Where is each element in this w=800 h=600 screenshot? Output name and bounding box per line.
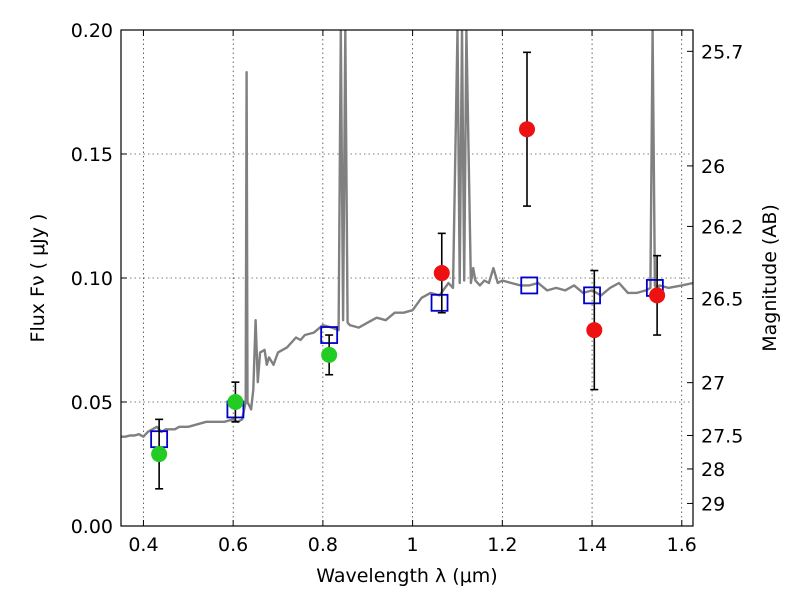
x-tick-label: 0.4	[128, 534, 158, 556]
y-tick-label: 0.10	[71, 268, 113, 290]
model-spectrum-layer	[121, 30, 693, 438]
detection-point	[519, 121, 536, 138]
detection-point	[151, 446, 168, 463]
right-tick-label: 26.2	[701, 216, 743, 238]
right-tick-label: 26	[701, 156, 725, 178]
detection-point	[586, 322, 603, 339]
y-tick-label: 0.00	[71, 516, 113, 538]
y-axis-label-right: Magnitude (AB)	[759, 204, 781, 352]
detection-point	[227, 394, 244, 410]
y-axis-label-left: Flux Fν ( μJy )	[27, 214, 49, 343]
y-tick-label: 0.05	[71, 392, 113, 414]
y-tick-label: 0.20	[71, 20, 113, 42]
detection-point	[649, 287, 666, 304]
y-tick-label: 0.15	[71, 144, 113, 166]
right-tick-label: 26.5	[701, 289, 743, 311]
detection-point	[433, 265, 450, 282]
right-tick-label: 28	[701, 459, 725, 481]
right-tick-label: 29	[701, 493, 725, 515]
model-square-point	[430, 293, 449, 312]
marks-layer	[150, 51, 666, 490]
x-tick-label: 0.6	[218, 534, 248, 556]
model-square-point	[583, 286, 601, 305]
model-spectrum-line	[121, 30, 693, 438]
x-axis-label: Wavelength λ (μm)	[316, 565, 497, 587]
right-tick-label: 25.7	[701, 41, 743, 63]
grid	[121, 29, 693, 527]
x-tick-label: 1.4	[577, 534, 607, 556]
x-tick-label: 0.8	[308, 534, 338, 556]
right-tick-label: 27	[701, 373, 725, 395]
x-tick-label: 1.2	[487, 534, 517, 556]
detection-point	[321, 346, 338, 363]
x-tick-label: 1.6	[667, 534, 697, 556]
x-tick-label: 1	[407, 534, 419, 556]
right-tick-label: 27.5	[701, 425, 743, 447]
model-square-point	[520, 276, 539, 295]
ticks-layer: 0.4 0.6 0.8 1 1.2 1.4 1.6 0.00 0.05 0.10 0.15 0.20 2…	[71, 20, 744, 556]
